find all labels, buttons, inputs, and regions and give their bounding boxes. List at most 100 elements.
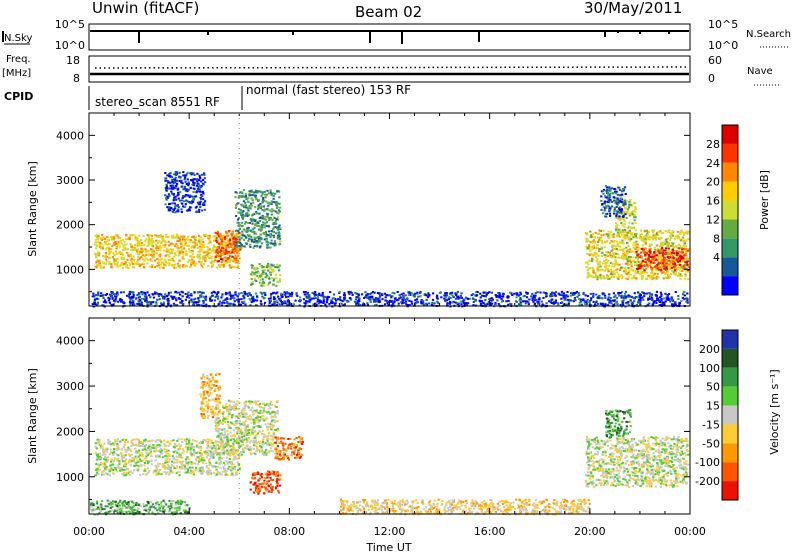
scatter-cell — [247, 229, 250, 232]
scatter-cell — [366, 303, 369, 306]
scatter-cell — [257, 228, 260, 231]
scatter-cell — [256, 295, 259, 298]
scatter-cell — [108, 250, 111, 253]
scatter-cell — [112, 299, 116, 302]
scatter-cell — [624, 267, 627, 270]
scatter-cell — [176, 204, 179, 207]
scatter-cell — [624, 256, 627, 259]
scatter-cell — [672, 260, 675, 263]
scatter-cell — [256, 270, 259, 273]
scatter-cell — [635, 270, 638, 273]
scatter-cell — [182, 188, 185, 191]
scatter-cell — [240, 246, 243, 249]
scatter-cell — [627, 296, 630, 299]
scatter-cell — [108, 297, 111, 300]
scatter-cell — [206, 246, 209, 249]
scatter-cell — [625, 262, 628, 265]
scatter-cell — [654, 236, 657, 239]
scatter-cell — [620, 241, 623, 244]
scatter-cell — [326, 295, 329, 298]
scatter-cell — [592, 269, 595, 272]
scatter-cell — [410, 302, 413, 305]
scatter-cell — [618, 216, 621, 219]
scatter-cell — [181, 255, 184, 258]
scatter-cell — [249, 190, 252, 193]
scatter-cell — [212, 454, 215, 457]
scatter-cell — [144, 440, 147, 443]
scatter-cell — [626, 252, 629, 255]
scatter-cell — [127, 255, 130, 258]
scatter-cell — [598, 297, 601, 300]
scatter-cell — [605, 251, 608, 253]
scatter-cell — [658, 245, 661, 247]
scatter-cell — [651, 270, 654, 273]
scatter-cell — [241, 217, 245, 220]
scatter-cell — [252, 201, 255, 204]
scatter-cell — [621, 275, 624, 278]
scatter-cell — [225, 232, 229, 235]
scatter-cell — [554, 299, 557, 302]
scatter-cell — [628, 201, 631, 203]
scatter-cell — [176, 461, 179, 464]
scatter-cell — [264, 222, 267, 225]
scatter-cell — [156, 235, 159, 238]
scatter-cell — [629, 299, 632, 302]
scatter-cell — [684, 253, 687, 255]
scatter-cell — [142, 291, 145, 294]
scatter-cell — [113, 258, 116, 261]
scatter-cell — [435, 295, 439, 298]
scatter-cell — [146, 258, 149, 261]
scatter-cell — [605, 206, 608, 209]
scatter-cell — [189, 255, 192, 257]
scatter-cell — [658, 264, 661, 267]
scatter-cell — [629, 262, 633, 265]
scatter-cell — [224, 248, 228, 251]
scatter-cell — [198, 201, 201, 204]
scatter-cell — [634, 248, 637, 251]
scatter-cell — [185, 462, 188, 465]
scatter-cell — [278, 232, 281, 235]
scatter-cell — [626, 302, 629, 305]
scatter-cell — [171, 181, 174, 184]
scatter-cell — [185, 199, 188, 202]
scatter-cell — [278, 297, 281, 300]
scatter-cell — [136, 253, 139, 256]
scatter-cell — [226, 244, 229, 247]
scatter-cell — [347, 300, 350, 303]
scatter-cell — [132, 249, 135, 251]
scatter-cell — [474, 299, 477, 302]
scatter-cell — [600, 195, 603, 198]
scatter-cell — [174, 211, 177, 214]
scatter-cell — [632, 246, 635, 249]
scatter-cell — [266, 284, 269, 287]
scatter-cell — [249, 298, 252, 301]
scatter-cell — [195, 195, 198, 198]
scatter-cell — [616, 233, 619, 236]
scatter-cell — [574, 299, 577, 302]
scatter-cell — [192, 183, 195, 186]
scatter-cell — [166, 253, 169, 256]
scatter-cell — [143, 254, 147, 257]
scatter-cell — [373, 291, 376, 294]
scatter-cell — [593, 275, 596, 278]
scatter-cell — [219, 244, 222, 247]
scatter-cell — [272, 197, 275, 200]
scatter-cell — [173, 266, 176, 269]
scatter-cell — [378, 292, 381, 295]
scatter-cell — [270, 267, 273, 270]
scatter-cell — [402, 296, 405, 299]
scatter-cell — [620, 211, 623, 214]
scatter-cell — [175, 179, 178, 182]
scatter-cell — [594, 231, 597, 234]
scatter-cell — [651, 258, 654, 261]
scatter-cell — [250, 278, 253, 281]
scatter-cell — [119, 299, 122, 302]
scatter-cell — [229, 255, 232, 258]
scatter-cell — [262, 284, 265, 287]
scatter-cell — [609, 195, 612, 198]
scatter-cell — [611, 273, 614, 276]
scatter-cell — [628, 226, 631, 228]
scatter-cell — [582, 299, 585, 301]
scatter-cell — [93, 295, 96, 298]
scatter-cell — [246, 227, 249, 230]
